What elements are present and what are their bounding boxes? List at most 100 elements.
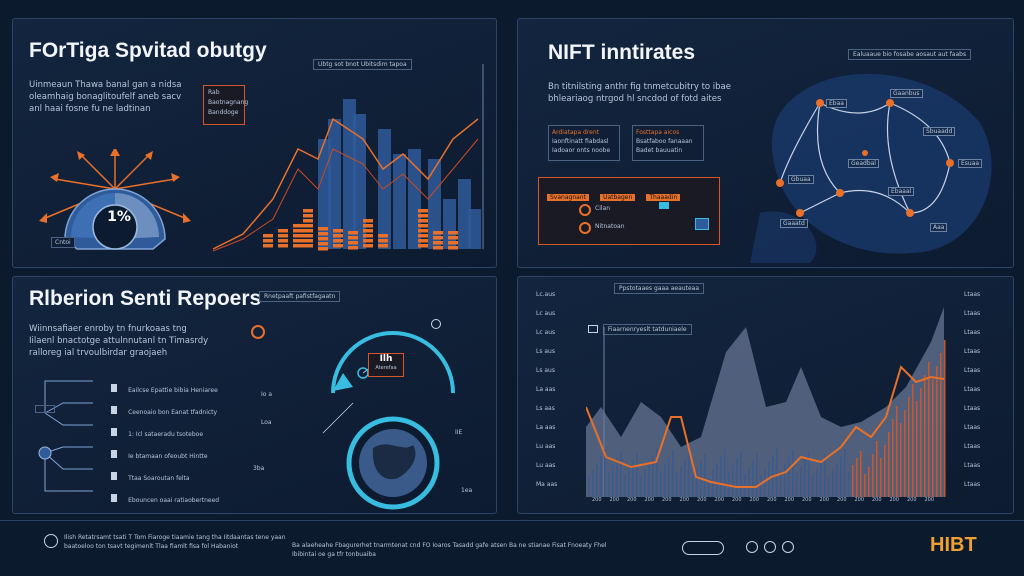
bar [716, 463, 718, 497]
bar [704, 454, 706, 497]
bar [708, 477, 710, 497]
circle-button[interactable] [764, 541, 776, 553]
bar [616, 458, 618, 497]
doc-icon [111, 493, 117, 502]
bar [636, 453, 638, 497]
tick-label: 200 [714, 497, 725, 503]
bar [876, 441, 878, 497]
tick-label: Ltaas [964, 386, 981, 393]
tick-label: 200 [679, 497, 690, 503]
doc-icon [111, 471, 117, 480]
chart-bar-segment [348, 231, 358, 235]
chart-bar-segment [278, 239, 288, 243]
item-0: Cilan [595, 205, 611, 212]
list-item[interactable]: Ttaa Soaroutan felta [111, 465, 190, 482]
chart-bar [353, 114, 366, 249]
bar [740, 451, 742, 497]
chart-bar-segment [418, 214, 428, 218]
tick-label: 200 [872, 497, 882, 503]
side-label: Loa [261, 419, 272, 426]
chart-bar-segment [418, 219, 428, 223]
panel-title: Rlberion Senti Repoers [29, 287, 262, 310]
radial-gauge [39, 149, 191, 250]
tag-icon [588, 325, 598, 333]
side-label: 3ba [253, 465, 265, 472]
chart-subheader: Fiaarnenryeslt tatduniaele [588, 323, 692, 335]
bar [864, 474, 866, 497]
ring-icon [579, 222, 591, 234]
device-icon [695, 218, 709, 230]
chart-bar-segment [303, 234, 313, 238]
bar [660, 471, 662, 497]
bar [928, 362, 930, 497]
area-chart-bars [588, 340, 946, 497]
chart-bar-segment [363, 239, 373, 243]
chart-bar-segment [318, 237, 328, 241]
tick-label: 200 [819, 497, 830, 503]
toggle-icon[interactable] [682, 541, 724, 555]
map-connections [779, 102, 951, 214]
panel-bottom-left: Rlberion Senti Repoers Rnetpaaft pafistf… [12, 276, 497, 514]
bar [728, 472, 730, 497]
bar [880, 458, 882, 497]
map-node-label: Aaa [930, 223, 948, 232]
list-item[interactable]: Eailcse Epattie bibia Heniaree [111, 377, 218, 394]
info-card-b: Fosttapa aicos Bsatfaboo fanaaan Badet b… [632, 125, 704, 161]
bar [628, 467, 630, 497]
tick-label: Lu aas [536, 443, 556, 450]
chart-bar-segment [293, 224, 303, 228]
chart-bar-segment [318, 227, 328, 231]
map-node-label: Gaanbus [890, 89, 923, 98]
bar [812, 475, 814, 497]
panel-tag: Rnetpaaft pafistfagaatn [259, 291, 341, 302]
bar [720, 456, 722, 497]
bar [888, 432, 890, 497]
list-item[interactable]: Ie btamaan ofeoubt Hintte [111, 443, 208, 460]
bar [652, 455, 654, 497]
chart-bar-segment [293, 229, 303, 233]
tick-label: 200 [889, 497, 900, 503]
circle-button[interactable] [746, 541, 758, 553]
panel-description: Wiinnsafiaer enroby tn fnurkoaas tng Iil… [29, 324, 209, 358]
chart-bar-segment [433, 231, 443, 235]
tick-label: 200 [609, 497, 620, 503]
bar [668, 457, 670, 497]
tick-label: Ls aus [536, 348, 555, 355]
chart-bar-segment [448, 241, 458, 245]
tick-label: Ma aas [536, 481, 558, 488]
bar [756, 453, 758, 497]
chart-bar-segment [363, 244, 373, 248]
chart-bar-segment [303, 219, 313, 223]
brand-logo: HIBT [930, 534, 977, 556]
list-item[interactable]: Ceenoaio bon Eanat tfadnicty [111, 399, 217, 416]
bar [592, 470, 594, 497]
tab-1[interactable]: Uatbagen [600, 194, 636, 201]
bar [900, 423, 902, 497]
chart-bar [428, 159, 441, 249]
trend-line [586, 365, 945, 488]
bar [656, 448, 658, 497]
bar [884, 445, 886, 497]
chart-bar-segment [263, 244, 273, 248]
chart-bar-segment [293, 244, 303, 248]
bar [808, 452, 810, 497]
tick-label: Lc aus [536, 329, 556, 336]
bar [696, 468, 698, 497]
list-item[interactable]: Ebouncen oaai ratiaobertneed [111, 487, 219, 504]
tick-label: 200 [732, 497, 742, 503]
circle-button[interactable] [782, 541, 794, 553]
bar [648, 462, 650, 497]
list-item[interactable]: 1: Icl sataeradu tsoteboe [111, 421, 203, 438]
bar [724, 449, 726, 497]
chart-stacked-bars [263, 209, 458, 251]
tab-2[interactable]: Thaaadin [646, 194, 681, 201]
chart-bar [408, 149, 421, 249]
chart-bar [343, 99, 356, 249]
bar [608, 472, 610, 497]
module-tabs: Svanagnant Uatbagen Thaaadin [547, 184, 681, 203]
tab-0[interactable]: Svanagnant [547, 194, 589, 201]
tick-label: Lc aus [536, 310, 556, 317]
bar [804, 459, 806, 497]
trend-line-1 [212, 117, 479, 250]
chart-bar [318, 139, 331, 249]
